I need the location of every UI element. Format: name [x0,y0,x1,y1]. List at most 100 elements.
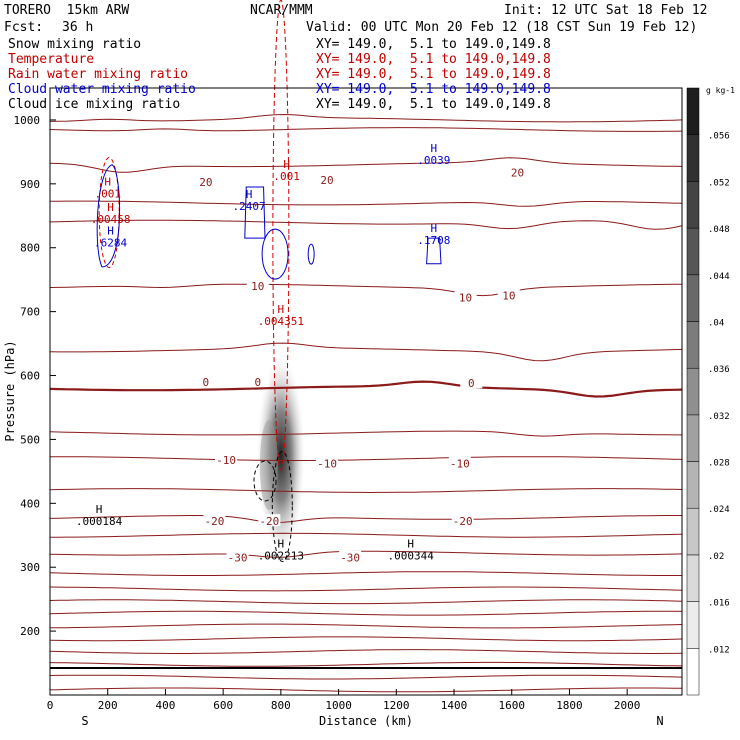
model-title: TORERO 15km ARW [4,3,130,18]
isotherm-line [49,219,683,230]
colorbar-swatch [686,648,700,696]
isotherm-label: -10 [216,454,236,467]
cloud-water-contour [426,237,442,265]
colorbar-tick-label: .048 [708,225,730,235]
xy-rain: XY= 149.0, 5.1 to 149.0,149.8 [316,67,551,82]
colorbar-swatch [686,274,700,322]
plot-frame [49,87,683,696]
colorbar-tick-label: .02 [708,552,724,562]
isotherm-label: 0 [468,377,475,390]
isotherm-line [49,342,683,362]
maximum-marker: H [283,158,290,171]
temperature-isotherms [49,113,683,693]
north-label: N [656,714,663,728]
y-tick-label: 200 [20,625,40,638]
cloud-water-contour [307,243,315,265]
cloud-ice-contour [271,451,293,563]
isotherm-line [50,456,683,461]
isotherm-label: -10 [450,458,470,471]
y-axis-title: Pressure (hPa) [3,340,17,441]
x-tick-label: 2000 [614,699,641,712]
colorbar-swatch [686,507,700,556]
colorbar-swatch [686,367,700,416]
colorbar-tick-label: .036 [708,365,730,375]
forecast-label: Fcst: [4,20,44,35]
colorbar-swatch [686,227,700,276]
cloud-ice-contour [253,460,277,502]
y-tick-label: 900 [20,178,40,191]
maximum-value: .0039 [417,154,450,167]
maximum-marker: H [107,201,114,214]
isotherm-label-bg [246,374,269,387]
isotherm-line [49,649,683,654]
isotherm-label: -20 [453,515,473,528]
isotherm-line [49,430,682,437]
x-axis-title: Distance (km) [319,714,413,728]
isotherm-line [49,586,683,592]
colorbar-swatch [686,601,700,649]
isotherm-label-bg [339,550,362,563]
maximum-marker: H [431,142,438,155]
center-name: NCAR/MMM [250,3,313,18]
maximum-marker: H [407,538,414,551]
isotherm-label-bg [194,174,217,187]
isotherm-line [49,674,683,680]
legend-rain: Rain water mixing ratio [8,67,189,82]
x-tick-label: 200 [98,699,118,712]
isotherm-label-bg [506,165,529,178]
legend-cloud-water: Cloud water mixing ratio [8,82,196,97]
snow-plume-inner [259,419,278,510]
x-tick-label: 1000 [325,699,352,712]
isotherm-line [49,157,683,173]
isotherm-line [50,623,683,629]
xy-cloud-ice: XY= 149.0, 5.1 to 149.0,149.8 [316,97,551,112]
isotherm-label-bg [497,288,520,301]
colorbar-unit: g kg-1 [706,86,735,95]
colorbar-swatch [686,181,700,229]
colorbar-swatch [686,554,700,602]
isotherm-label: -30 [340,552,360,565]
colorbar-swatch [686,461,700,509]
init-time: Init: 12 UTC Sat 18 Feb 12 [504,3,708,18]
isotherm-line [49,599,683,605]
x-tick-label: 800 [271,699,291,712]
legend-cloud-ice: Cloud ice mixing ratio [8,97,181,112]
maximum-value: .004351 [258,315,304,328]
isotherm-label-bg [215,452,238,465]
maximum-marker: H [96,503,103,516]
isotherm-label: 10 [459,292,472,305]
isotherm-label-bg [258,514,281,527]
isotherm-label-bg [194,374,217,387]
maximum-value: .000344 [388,550,435,563]
y-tick-label: 800 [20,242,40,255]
isotherm-line [49,380,683,398]
cloud-water-contours [96,164,442,280]
isotherm-label: 20 [320,174,333,187]
isotherm-line [50,532,683,538]
isotherm-label: 10 [502,290,515,303]
colorbar-swatch [686,87,700,135]
isotherm-line [49,610,683,616]
y-tick-label: 700 [20,306,40,319]
isotherm-label-bg [448,456,471,469]
colorbar-swatch [686,134,700,182]
x-tick-label: 600 [213,699,233,712]
isotherm-label-bg [454,290,477,303]
cloud-water-contour [244,186,266,239]
legend-temperature: Temperature [8,52,95,67]
axes: 0 200 400 600 800 1000 1200 1400 1600 1800 2000200… [3,114,664,728]
maximum-value: .1708 [417,234,450,247]
maximum-value: .2407 [233,200,266,213]
maximum-marker: H [107,225,114,238]
maximum-value: .00458 [91,213,131,226]
x-tick-label: 0 [47,699,54,712]
colorbar-swatch [686,414,700,462]
south-label: S [81,714,88,728]
isotherm-label: 20 [199,176,212,189]
maximum-value: .6284 [94,237,127,250]
isotherm-labels: -30 -30 -20 -20 -20 -10 -10 -10 0 0 0 10 10 10 20 20 20 [194,165,529,565]
colorbar-tick-label: .016 [708,599,730,609]
isotherm-label-bg [451,514,474,527]
isotherm-line [49,200,683,207]
